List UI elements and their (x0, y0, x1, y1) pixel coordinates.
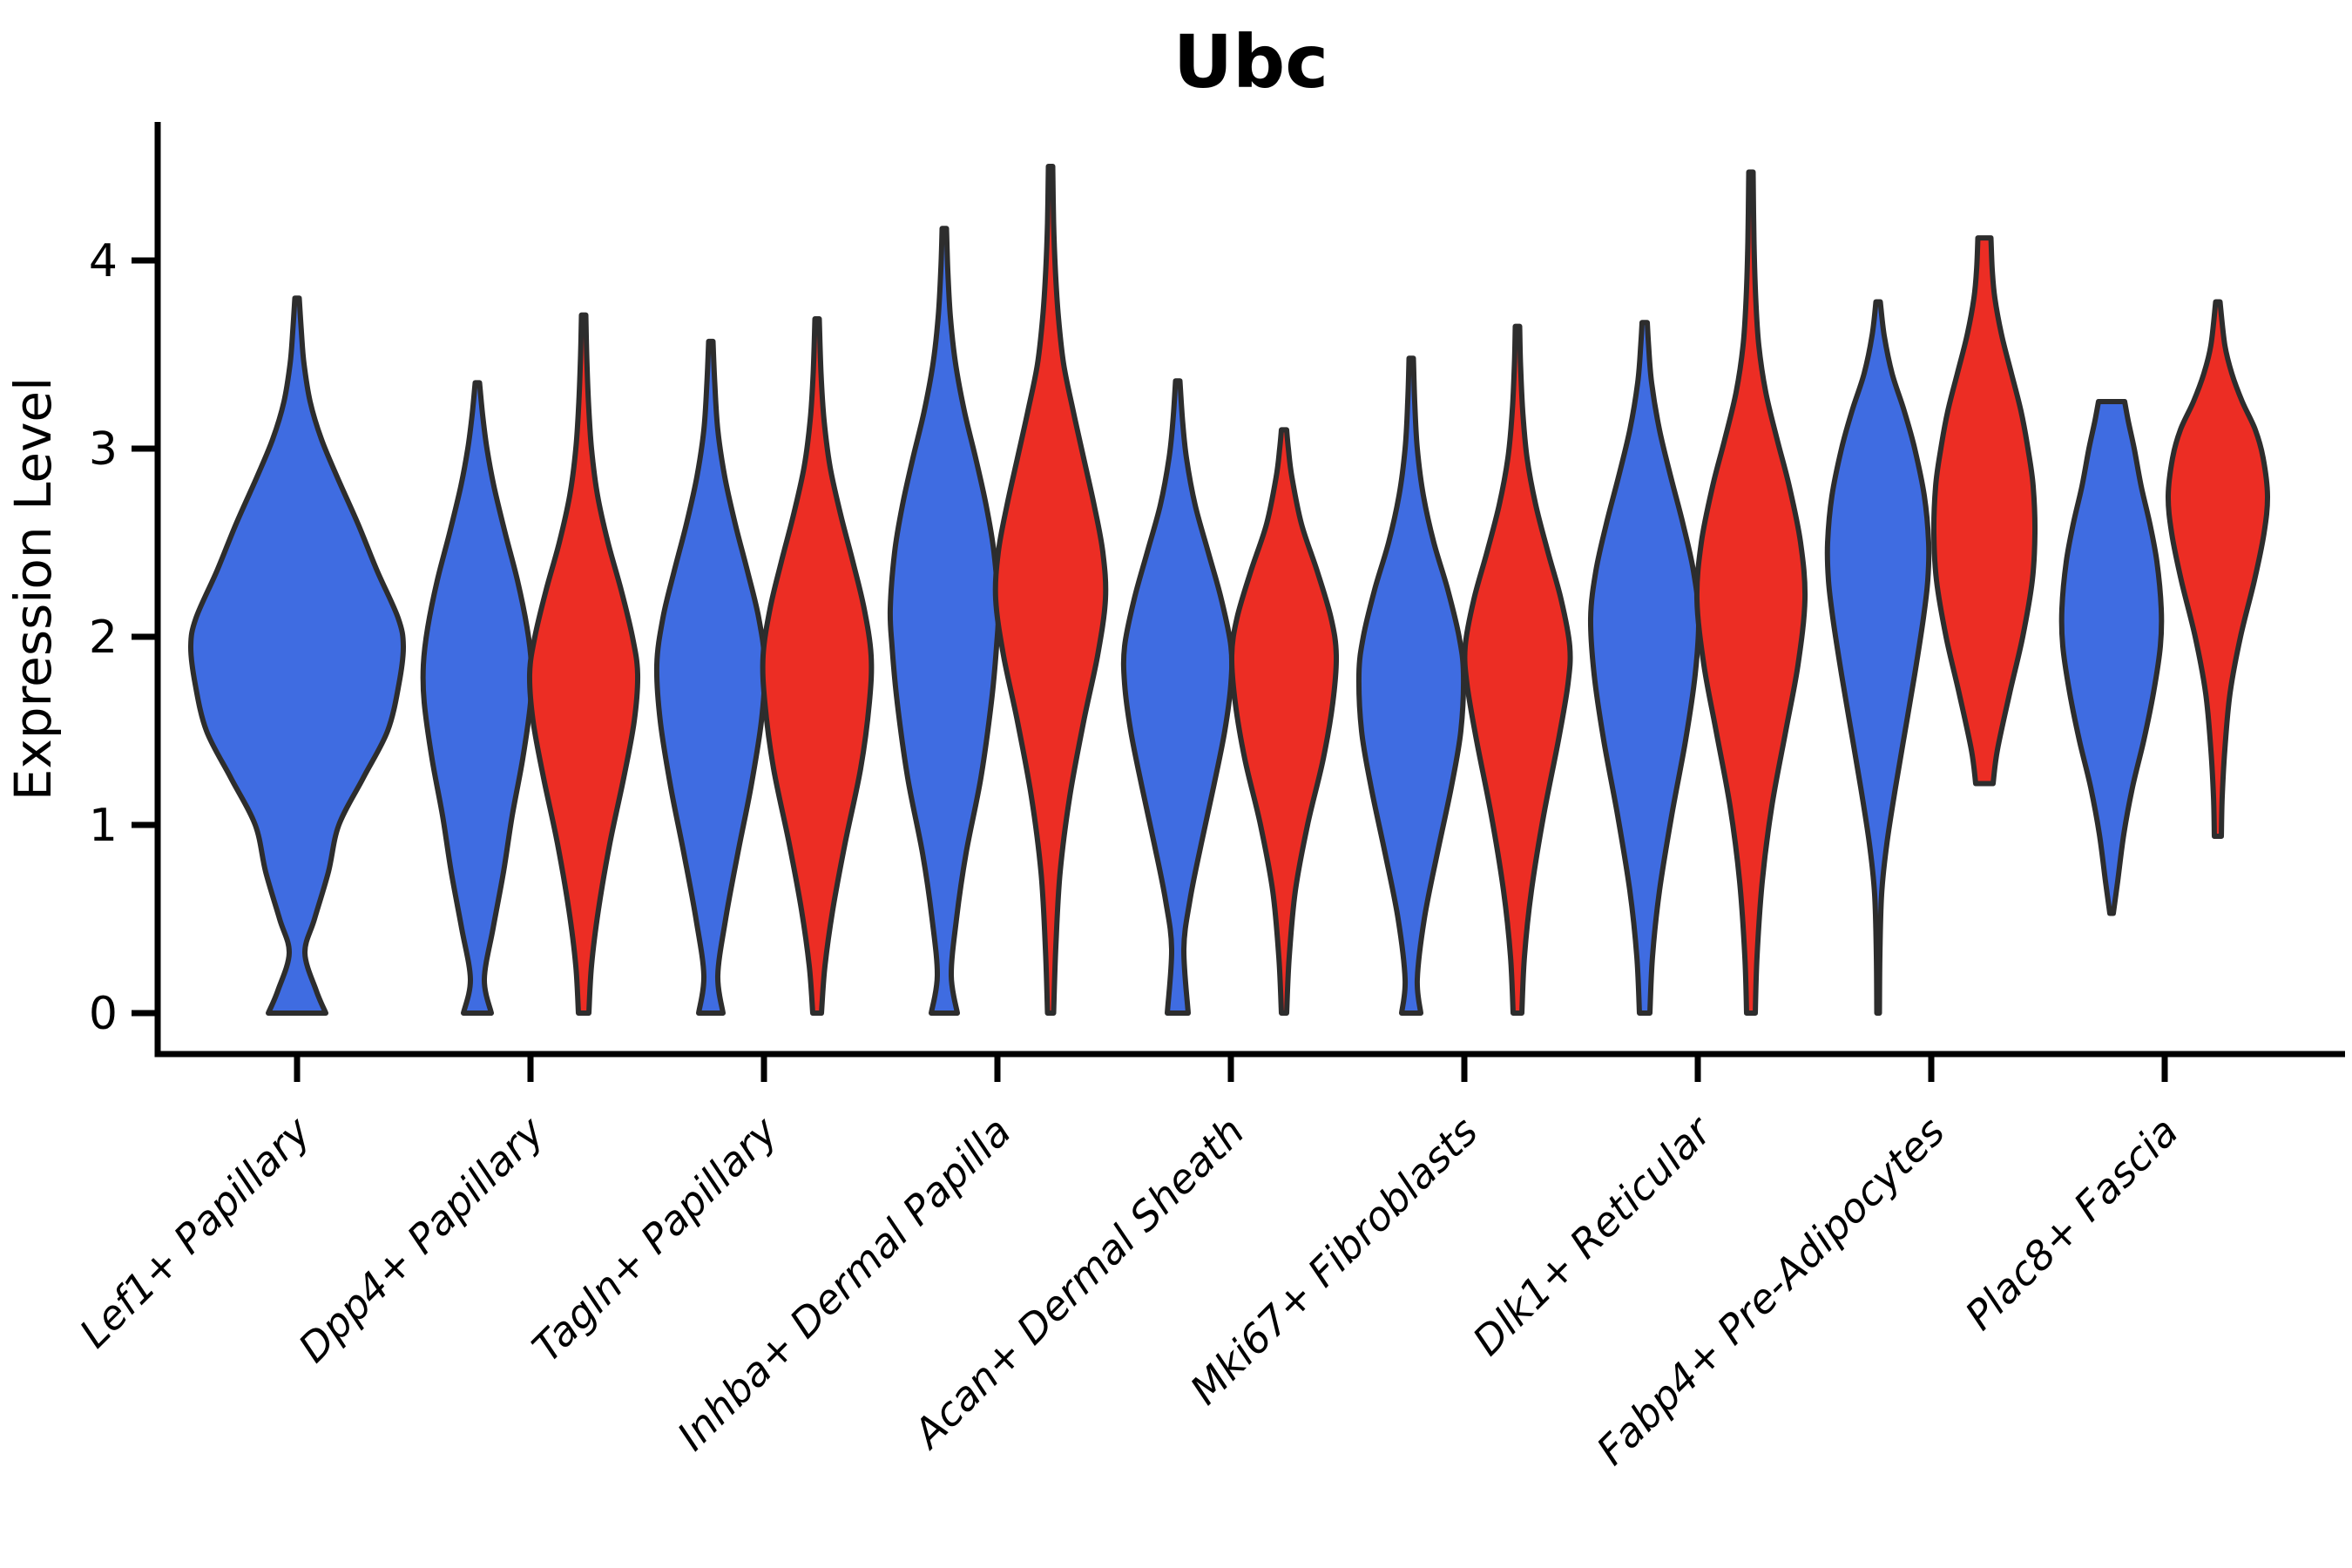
violin-tagln-papillary-red (760, 316, 875, 1016)
y-axis-title: Expression Level (3, 377, 63, 801)
violin-fabp4-pre-adipocytes-blue (1824, 299, 1932, 1016)
violin-acan-dermal-sheath-red (1228, 427, 1340, 1016)
violin-dlk1-reticular-red (1693, 169, 1808, 1016)
violin-inhba-dermal-papilla-red (992, 164, 1109, 1016)
violins-layer (187, 164, 2271, 1016)
y-tick-label: 2 (89, 612, 118, 664)
y-tick-label: 1 (89, 800, 118, 852)
violin-tagln-papillary-blue (653, 338, 768, 1016)
y-tick-label: 3 (89, 423, 118, 476)
violin-inhba-dermal-papilla-blue (887, 226, 1002, 1016)
chart-title: Ubc (1173, 19, 1328, 105)
violin-mki67-fibroblasts-blue (1355, 355, 1467, 1016)
violin-dpp4-papillary-blue (420, 380, 535, 1016)
violin-fabp4-pre-adipocytes-red (1930, 235, 2038, 787)
y-tick-label: 0 (89, 988, 118, 1040)
x-tick-label: Lef1+ Papillary (71, 1107, 320, 1356)
violin-acan-dermal-sheath-blue (1120, 378, 1235, 1016)
violin-dlk1-reticular-blue (1587, 320, 1702, 1016)
axes (132, 122, 2345, 1082)
y-tick-labels: 0 1 2 3 4 (89, 235, 118, 1040)
violin-dpp4-papillary-red (526, 312, 641, 1016)
x-tick-label: Plac8+ Fascia (1956, 1108, 2186, 1339)
y-tick-label: 4 (89, 235, 118, 287)
x-tick-label: Dlk1+ Reticular (1463, 1105, 1722, 1364)
x-tick-label: Tagln+ Papillary (523, 1107, 787, 1371)
violin-plac8-fascia-blue (2058, 399, 2165, 916)
violin-lef1-papillary-blue (187, 295, 407, 1016)
violin-plac8-fascia-red (2165, 299, 2271, 839)
violin-mki67-fibroblasts-red (1462, 323, 1573, 1016)
x-tick-label: Dpp4+ Papillary (289, 1107, 553, 1371)
